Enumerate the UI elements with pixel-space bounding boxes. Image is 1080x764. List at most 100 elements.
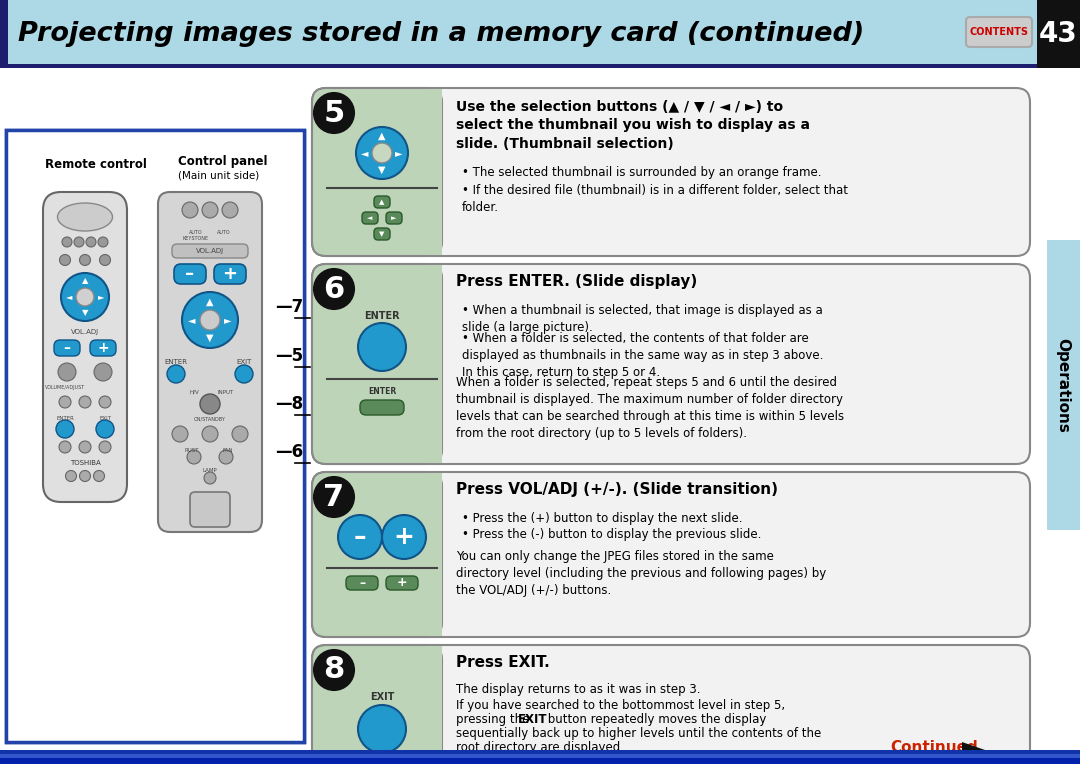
Circle shape [219,450,233,464]
Bar [0,758,1080,764]
Bar [0,68,310,752]
Text: ►: ► [391,215,396,221]
Text: —8: —8 [275,395,303,413]
Circle shape [372,143,392,163]
FancyBboxPatch shape [312,645,1030,764]
Text: Press VOL/ADJ (+/-). (Slide transition): Press VOL/ADJ (+/-). (Slide transition) [456,482,778,497]
Bar [0,755,1080,757]
Circle shape [200,394,220,414]
Text: ◄: ◄ [361,148,368,158]
Circle shape [94,471,105,481]
Text: AUTO
KEYSTONE: AUTO KEYSTONE [183,230,210,241]
Text: ENTER: ENTER [364,311,400,321]
FancyBboxPatch shape [360,400,404,415]
Text: Press ENTER. (Slide display): Press ENTER. (Slide display) [456,274,698,289]
Bar [426,265,442,463]
FancyBboxPatch shape [43,192,127,502]
Circle shape [99,441,111,453]
Text: Control panel: Control panel [178,155,268,168]
Text: pressing the: pressing the [456,713,534,726]
Text: ►: ► [395,148,403,158]
Ellipse shape [57,203,112,231]
Text: Continued: Continued [890,740,977,755]
FancyBboxPatch shape [312,645,442,764]
Bar [6,130,303,742]
Text: LAMP: LAMP [203,468,217,472]
Text: –: – [186,265,194,283]
Text: ◄: ◄ [188,315,195,325]
Text: ▲: ▲ [206,297,214,307]
Circle shape [86,237,96,247]
Text: EXIT: EXIT [369,692,394,702]
Text: button repeatedly moves the display: button repeatedly moves the display [544,713,767,726]
Text: –: – [359,577,365,590]
Text: 5: 5 [323,99,345,128]
Bar [0,754,1080,758]
FancyBboxPatch shape [90,340,116,356]
FancyBboxPatch shape [374,228,390,240]
FancyBboxPatch shape [190,492,230,527]
FancyBboxPatch shape [346,576,378,590]
Text: • When a thumbnail is selected, that image is displayed as a
slide (a large pict: • When a thumbnail is selected, that ima… [462,304,823,334]
FancyBboxPatch shape [386,576,418,590]
Circle shape [79,396,91,408]
FancyBboxPatch shape [174,264,206,284]
Text: ENTER: ENTER [164,359,188,365]
Circle shape [94,363,112,381]
Circle shape [75,237,84,247]
Circle shape [56,420,75,438]
Bar [426,473,442,636]
Text: • When a folder is selected, the contents of that folder are
displayed as thumbn: • When a folder is selected, the content… [462,332,823,379]
Text: sequentially back up to higher levels until the contents of the: sequentially back up to higher levels un… [456,727,821,740]
Text: The display returns to as it was in step 3.: The display returns to as it was in step… [456,683,701,696]
Circle shape [204,472,216,484]
Text: ON/STANDBY: ON/STANDBY [194,416,226,422]
Text: If you have searched to the bottommost level in step 5,: If you have searched to the bottommost l… [456,699,785,712]
Bar [426,646,442,764]
Text: 7: 7 [323,483,345,512]
FancyBboxPatch shape [214,264,246,284]
Text: When a folder is selected, repeat steps 5 and 6 until the desired
thumbnail is d: When a folder is selected, repeat steps … [456,376,845,440]
Text: VOLUME/ADJUST: VOLUME/ADJUST [45,384,85,390]
Text: VOL.ADJ: VOL.ADJ [71,329,99,335]
Text: ▼: ▼ [379,231,384,237]
FancyBboxPatch shape [312,264,1030,464]
Text: +: + [97,341,109,355]
Text: CONTENTS: CONTENTS [970,27,1028,37]
FancyBboxPatch shape [312,88,1030,256]
Text: (Main unit side): (Main unit side) [178,170,259,180]
FancyBboxPatch shape [312,472,442,637]
Text: root directory are displayed.: root directory are displayed. [456,741,624,754]
Text: ▲: ▲ [379,199,384,205]
Text: • The selected thumbnail is surrounded by an orange frame.: • The selected thumbnail is surrounded b… [462,166,822,179]
Circle shape [338,515,382,559]
Text: RUST: RUST [185,448,199,452]
FancyBboxPatch shape [374,196,390,208]
Circle shape [99,254,110,266]
Text: EXIT: EXIT [237,359,252,365]
FancyBboxPatch shape [172,244,248,258]
Text: • If the desired file (thumbnail) is in a different folder, select that
folder.: • If the desired file (thumbnail) is in … [462,184,848,214]
Circle shape [172,426,188,442]
Text: +: + [393,525,415,549]
Circle shape [167,365,185,383]
Text: EXIT: EXIT [518,713,548,726]
Circle shape [314,477,354,517]
Circle shape [62,237,72,247]
Bar [0,750,1080,754]
Text: • Press the (+) button to display the next slide.: • Press the (+) button to display the ne… [462,512,743,525]
Text: H/V: H/V [189,390,199,394]
Bar [0,0,8,68]
Circle shape [357,323,406,371]
Bar [1037,0,1080,68]
Text: ►: ► [225,315,232,325]
Text: ▲: ▲ [378,131,386,141]
FancyBboxPatch shape [158,192,262,532]
Circle shape [80,254,91,266]
Circle shape [80,471,91,481]
Circle shape [98,237,108,247]
Text: VOL.ADJ: VOL.ADJ [195,248,224,254]
Bar [0,757,1080,764]
Text: FAN: FAN [222,448,233,452]
Circle shape [96,420,114,438]
